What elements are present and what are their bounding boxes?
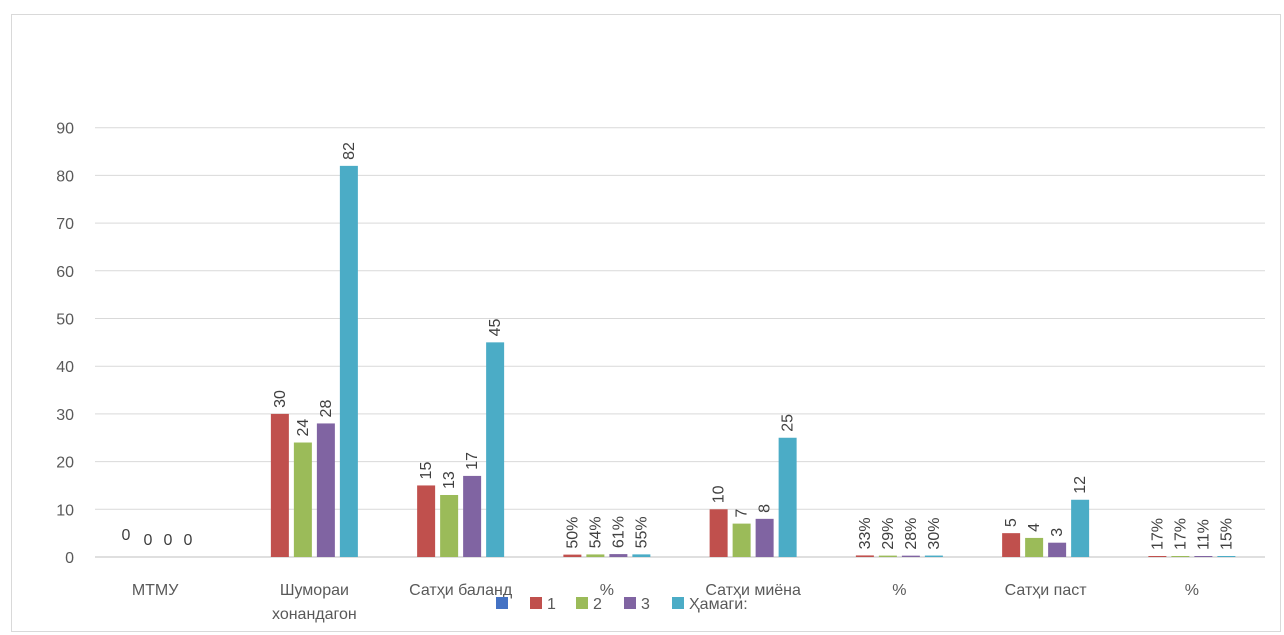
bar xyxy=(463,475,482,557)
data-label: 8 xyxy=(757,504,774,513)
data-label: 10 xyxy=(711,485,728,503)
legend-swatch xyxy=(530,597,542,609)
y-tick-label: 10 xyxy=(56,502,74,519)
data-label: 0 xyxy=(164,532,173,549)
data-label: 13 xyxy=(441,471,458,489)
bar xyxy=(609,554,628,557)
y-tick-label: 30 xyxy=(56,407,74,424)
data-label: 28 xyxy=(318,400,335,418)
legend-swatch xyxy=(496,597,508,609)
data-label: 17% xyxy=(1172,518,1189,550)
category-label: Сатҳи миёна xyxy=(705,582,801,599)
legend-label: 2 xyxy=(593,596,602,613)
data-label: 54% xyxy=(587,516,604,548)
data-label: 82 xyxy=(341,142,358,160)
category-label: Шумораи xyxy=(280,582,349,599)
data-label: 12 xyxy=(1072,476,1089,494)
data-label: 11% xyxy=(1195,519,1212,550)
bar xyxy=(778,437,797,557)
data-label: 3 xyxy=(1049,528,1066,537)
category-label: МТМУ xyxy=(132,582,179,599)
legend-label: 1 xyxy=(547,596,556,613)
bar xyxy=(1048,542,1067,557)
y-tick-label: 80 xyxy=(56,168,74,185)
bar xyxy=(293,442,312,557)
legend-swatch xyxy=(624,597,636,609)
bar xyxy=(878,555,897,557)
data-label: 61% xyxy=(610,516,627,548)
bar xyxy=(755,518,774,557)
category-label: % xyxy=(600,582,614,599)
bar xyxy=(563,554,582,557)
data-label: 50% xyxy=(564,517,581,549)
bar xyxy=(417,485,436,557)
legend-label: 3 xyxy=(641,596,650,613)
bar xyxy=(924,555,943,557)
data-label: 28% xyxy=(903,518,920,550)
bar xyxy=(486,342,505,557)
bar xyxy=(1071,499,1090,557)
bar xyxy=(632,554,651,557)
data-label: 29% xyxy=(880,518,897,550)
legend-label: Ҳамаги: xyxy=(689,596,748,613)
y-tick-label: 0 xyxy=(65,550,74,567)
data-label: 17% xyxy=(1149,518,1166,550)
bar xyxy=(1148,556,1167,557)
bar xyxy=(440,494,459,557)
data-label: 30 xyxy=(272,390,289,408)
y-tick-label: 70 xyxy=(56,216,74,233)
legend-swatch xyxy=(576,597,588,609)
y-tick-label: 40 xyxy=(56,359,74,376)
data-label: 4 xyxy=(1026,523,1043,532)
y-tick-label: 60 xyxy=(56,264,74,281)
bar xyxy=(1025,537,1044,557)
data-label: 25 xyxy=(780,414,797,432)
data-label: 24 xyxy=(295,419,312,437)
data-label: 0 xyxy=(122,527,131,544)
category-label: % xyxy=(1185,582,1199,599)
data-label: 15% xyxy=(1218,518,1235,550)
bar xyxy=(1194,556,1213,557)
bar xyxy=(339,165,358,558)
category-label: % xyxy=(892,582,906,599)
bar xyxy=(901,555,920,557)
chart-frame xyxy=(11,14,1281,632)
bar xyxy=(586,554,605,557)
y-tick-label: 50 xyxy=(56,312,74,329)
bar xyxy=(1217,556,1236,557)
bar xyxy=(316,423,335,557)
bar xyxy=(1002,533,1021,557)
data-label: 5 xyxy=(1003,518,1020,527)
bar xyxy=(709,509,728,557)
data-label: 45 xyxy=(487,318,504,336)
data-label: 33% xyxy=(857,517,874,549)
data-label: 17 xyxy=(464,452,481,470)
data-label: 0 xyxy=(184,532,193,549)
category-label: хонандагон xyxy=(272,606,357,623)
y-tick-label: 20 xyxy=(56,455,74,472)
data-label: 15 xyxy=(418,462,435,480)
bar xyxy=(270,413,289,557)
category-label: Сатҳи баланд xyxy=(409,582,513,599)
data-label: 0 xyxy=(144,532,153,549)
y-tick-label: 90 xyxy=(56,121,74,138)
data-label: 55% xyxy=(633,516,650,548)
category-label: Сатҳи паст xyxy=(1005,582,1088,599)
bar xyxy=(855,555,874,557)
data-label: 30% xyxy=(926,518,943,550)
bar xyxy=(1171,556,1190,557)
bar xyxy=(732,523,751,557)
legend-swatch xyxy=(672,597,684,609)
data-label: 7 xyxy=(734,509,751,518)
